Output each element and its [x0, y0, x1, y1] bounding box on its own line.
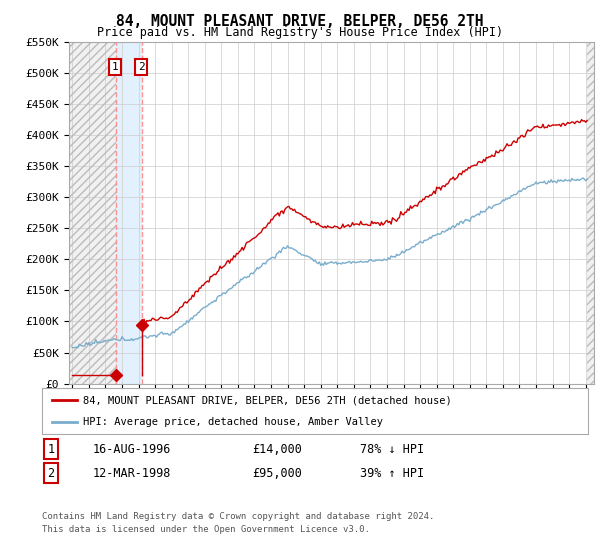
Text: 12-MAR-1998: 12-MAR-1998 — [93, 466, 172, 480]
Text: Price paid vs. HM Land Registry's House Price Index (HPI): Price paid vs. HM Land Registry's House … — [97, 26, 503, 39]
Text: 2: 2 — [47, 466, 55, 480]
Text: £14,000: £14,000 — [252, 442, 302, 456]
Text: 1: 1 — [47, 442, 55, 456]
Bar — [69, 42, 116, 384]
Text: £95,000: £95,000 — [252, 466, 302, 480]
Text: This data is licensed under the Open Government Licence v3.0.: This data is licensed under the Open Gov… — [42, 525, 370, 534]
Bar — [116, 42, 142, 384]
Text: 39% ↑ HPI: 39% ↑ HPI — [360, 466, 424, 480]
Text: HPI: Average price, detached house, Amber Valley: HPI: Average price, detached house, Ambe… — [83, 417, 383, 427]
Bar — [587, 42, 594, 384]
Text: 78% ↓ HPI: 78% ↓ HPI — [360, 442, 424, 456]
Text: 1: 1 — [112, 62, 118, 72]
Text: Contains HM Land Registry data © Crown copyright and database right 2024.: Contains HM Land Registry data © Crown c… — [42, 512, 434, 521]
Text: 2: 2 — [137, 62, 145, 72]
Bar — [587, 42, 594, 384]
Bar — [69, 42, 116, 384]
Text: 16-AUG-1996: 16-AUG-1996 — [93, 442, 172, 456]
Text: 84, MOUNT PLEASANT DRIVE, BELPER, DE56 2TH (detached house): 84, MOUNT PLEASANT DRIVE, BELPER, DE56 2… — [83, 395, 452, 405]
Text: 84, MOUNT PLEASANT DRIVE, BELPER, DE56 2TH: 84, MOUNT PLEASANT DRIVE, BELPER, DE56 2… — [116, 14, 484, 29]
